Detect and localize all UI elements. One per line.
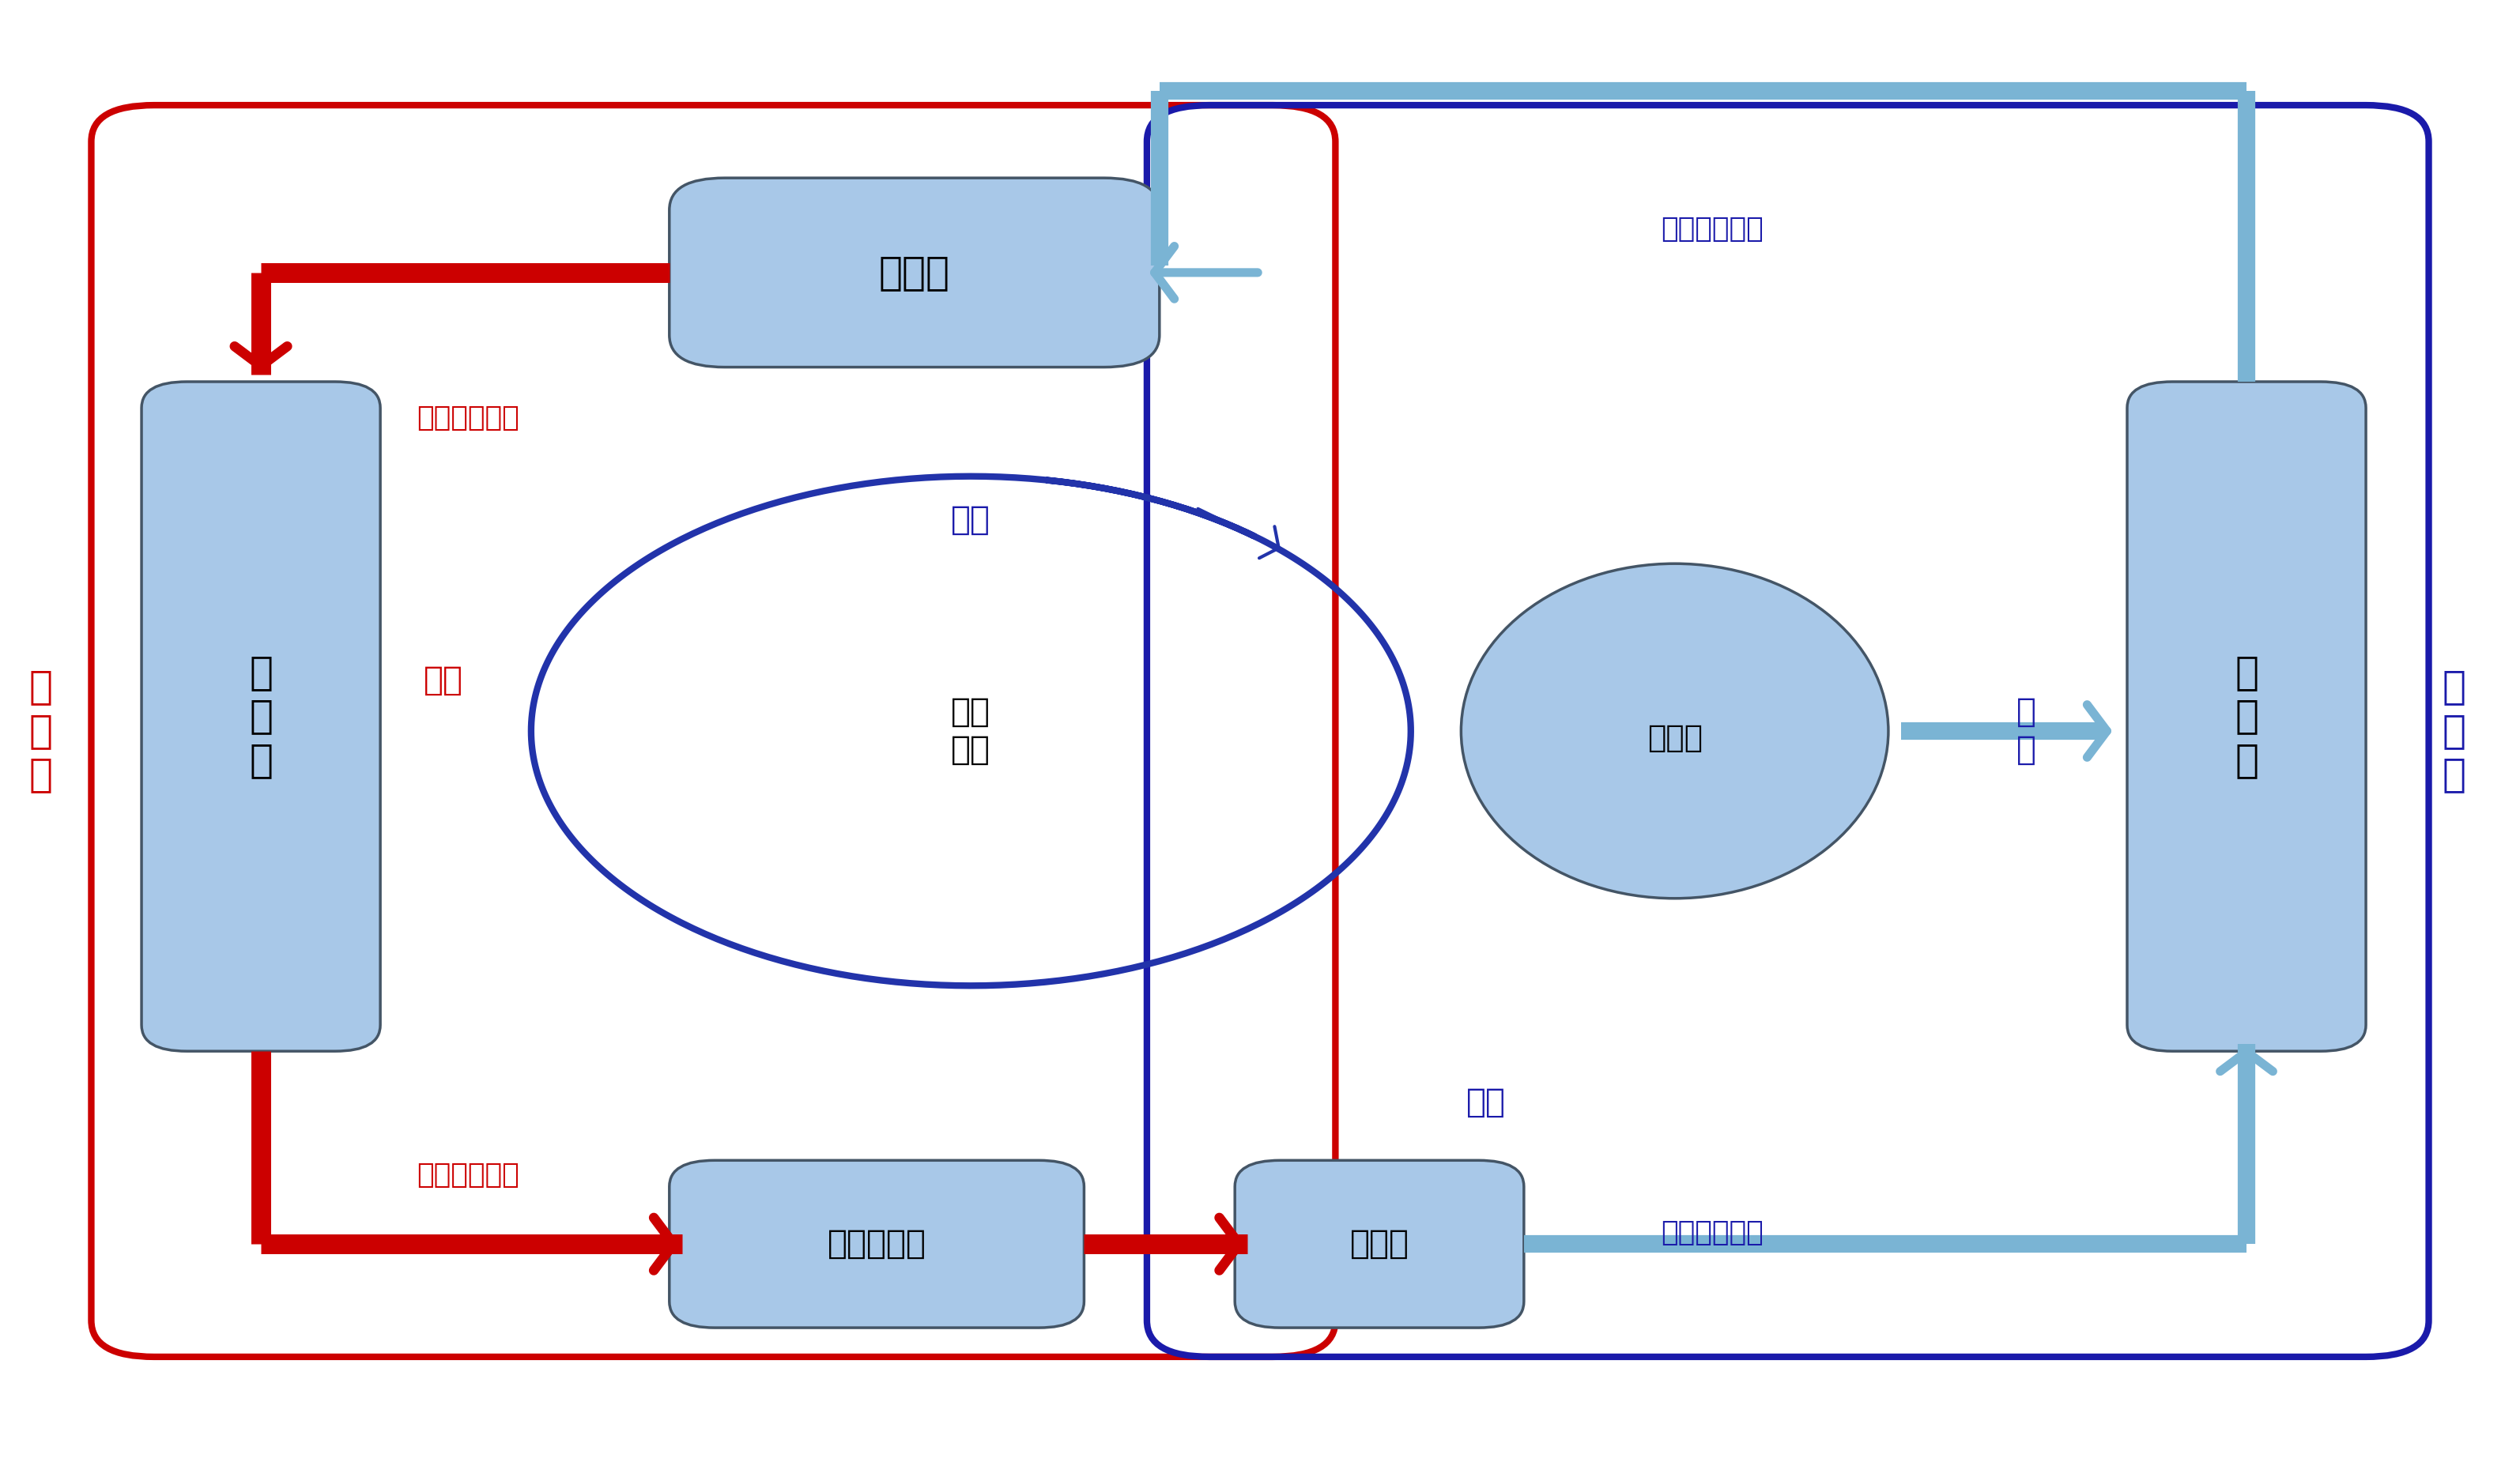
Text: 吸
热: 吸 热 [2016, 696, 2036, 766]
Text: 车
厢
内: 车 厢 内 [2442, 668, 2465, 794]
Ellipse shape [1462, 564, 1887, 898]
Text: 储液干燥器: 储液干燥器 [827, 1228, 927, 1260]
FancyBboxPatch shape [141, 382, 381, 1051]
Text: 高温高压气态: 高温高压气态 [416, 405, 519, 431]
Text: 低温低压气态: 低温低压气态 [1661, 215, 1764, 243]
Text: 节流: 节流 [1467, 1085, 1507, 1118]
Text: 中温高压液态: 中温高压液态 [416, 1161, 519, 1189]
Text: 膨胀阀: 膨胀阀 [1351, 1228, 1409, 1260]
Text: 蒸
发
器: 蒸 发 器 [2235, 654, 2258, 779]
Text: 循环
制冷: 循环 制冷 [950, 696, 990, 766]
FancyBboxPatch shape [670, 178, 1159, 367]
Text: 压缩: 压缩 [950, 503, 990, 537]
Text: 低温低压液态: 低温低压液态 [1661, 1219, 1764, 1247]
Text: 放热: 放热 [423, 664, 464, 697]
FancyBboxPatch shape [670, 1161, 1084, 1327]
FancyBboxPatch shape [1235, 1161, 1525, 1327]
Text: 鼓风机: 鼓风机 [1648, 724, 1704, 753]
Text: 车
厢
外: 车 厢 外 [30, 668, 53, 794]
Text: 冷
凝
器: 冷 凝 器 [249, 654, 272, 779]
Text: 压缩机: 压缩机 [879, 253, 950, 291]
FancyBboxPatch shape [2127, 382, 2366, 1051]
